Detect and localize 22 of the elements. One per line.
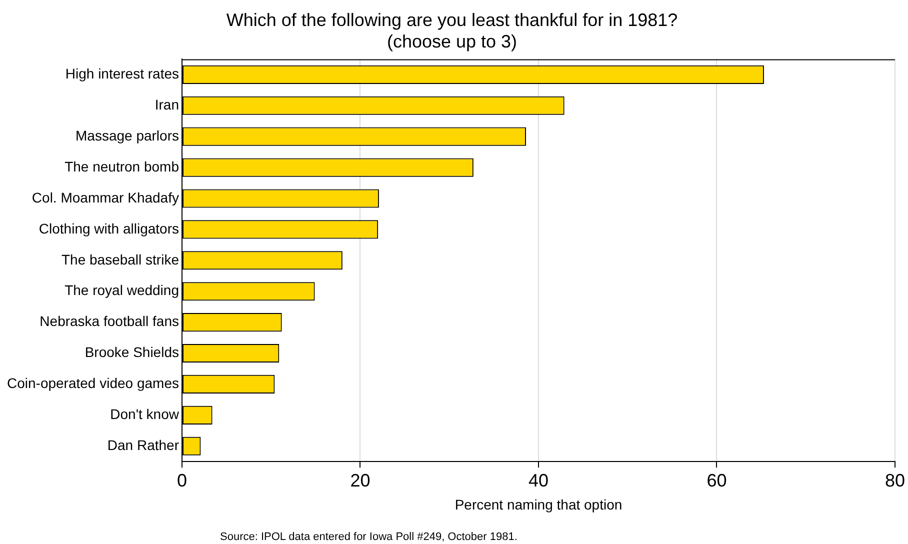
source-note: Source: IPOL data entered for Iowa Poll #249, October 1981. [220,531,518,543]
y-tick-label: Brooke Shields [84,344,179,360]
y-tick-label: The baseball strike [61,251,180,268]
y-tick-label: The neutron bomb [64,158,180,174]
y-tick-label: Coin-operated video games [6,375,179,392]
x-axis-title: Percent naming that option [454,496,622,512]
y-tick-label: Don't know [110,406,180,422]
y-tick-label: Iran [154,96,179,112]
y-tick-label: High interest rates [65,66,179,82]
chart-subtitle: (choose up to 3) [386,31,518,52]
y-tick-label: The royal wedding [64,282,179,298]
x-tick-label: 40 [528,470,549,490]
y-tick-label: Dan Rather [107,436,180,453]
chart-title: Which of the following are you least thankful for in 1981? [226,10,678,30]
y-tick-label: Clothing with alligators [38,220,179,236]
x-tick-label: 80 [884,470,906,490]
x-tick-label: 20 [350,470,370,490]
y-tick-label: Massage parlors [75,127,179,144]
y-tick-label: Nebraska football fans [40,313,179,330]
y-tick-label: Col. Moammar Khadafy [32,189,179,206]
x-tick-label: 0 [176,470,187,490]
x-tick-label: 60 [706,470,727,490]
